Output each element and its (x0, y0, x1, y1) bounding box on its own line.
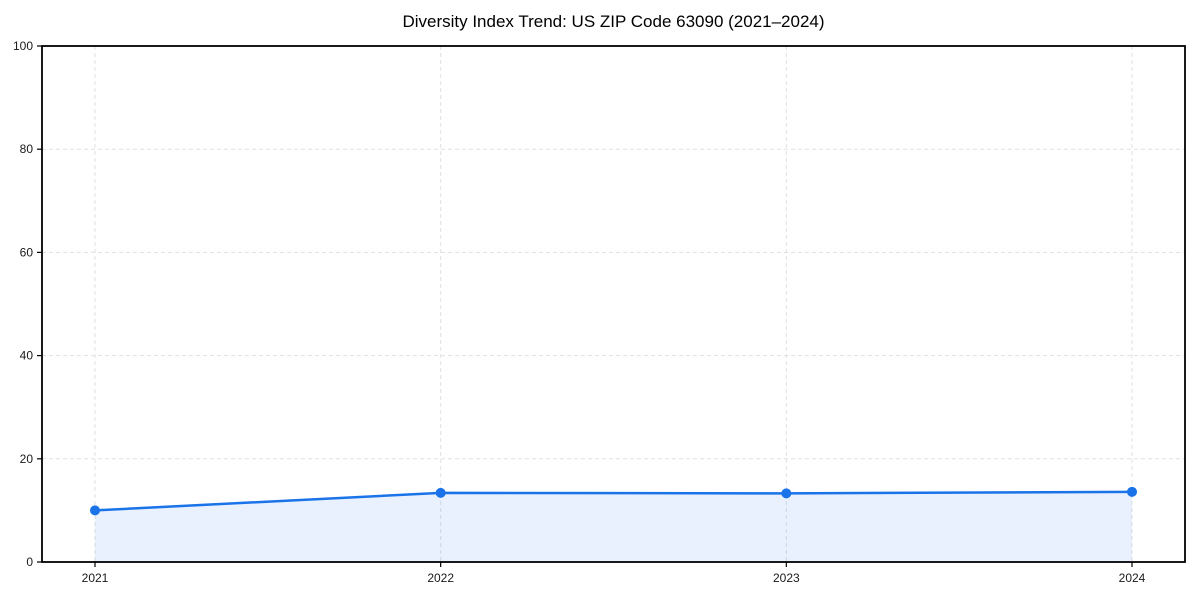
trend-line (93, 490, 1134, 512)
data-point (781, 488, 792, 499)
data-point (90, 505, 100, 516)
y-tick-label: 20 (20, 452, 34, 466)
data-point (435, 487, 446, 498)
x-tick-label: 2024 (1119, 571, 1146, 585)
y-tick-label: 100 (13, 39, 33, 53)
y-tick-label: 80 (20, 142, 34, 156)
y-tick-label: 0 (26, 555, 33, 569)
y-tick-label: 40 (20, 349, 34, 363)
chart-title: Diversity Index Trend: US ZIP Code 63090… (402, 12, 825, 31)
data-point (1127, 486, 1137, 497)
plot-border (41, 45, 1186, 563)
area-fill (95, 491, 1132, 562)
grid-lines (42, 45, 1185, 562)
y-tick-label: 60 (20, 245, 34, 259)
x-tick-label: 2023 (773, 571, 800, 585)
x-tick-label: 2022 (427, 571, 454, 585)
x-tick-label: 2021 (82, 571, 109, 585)
